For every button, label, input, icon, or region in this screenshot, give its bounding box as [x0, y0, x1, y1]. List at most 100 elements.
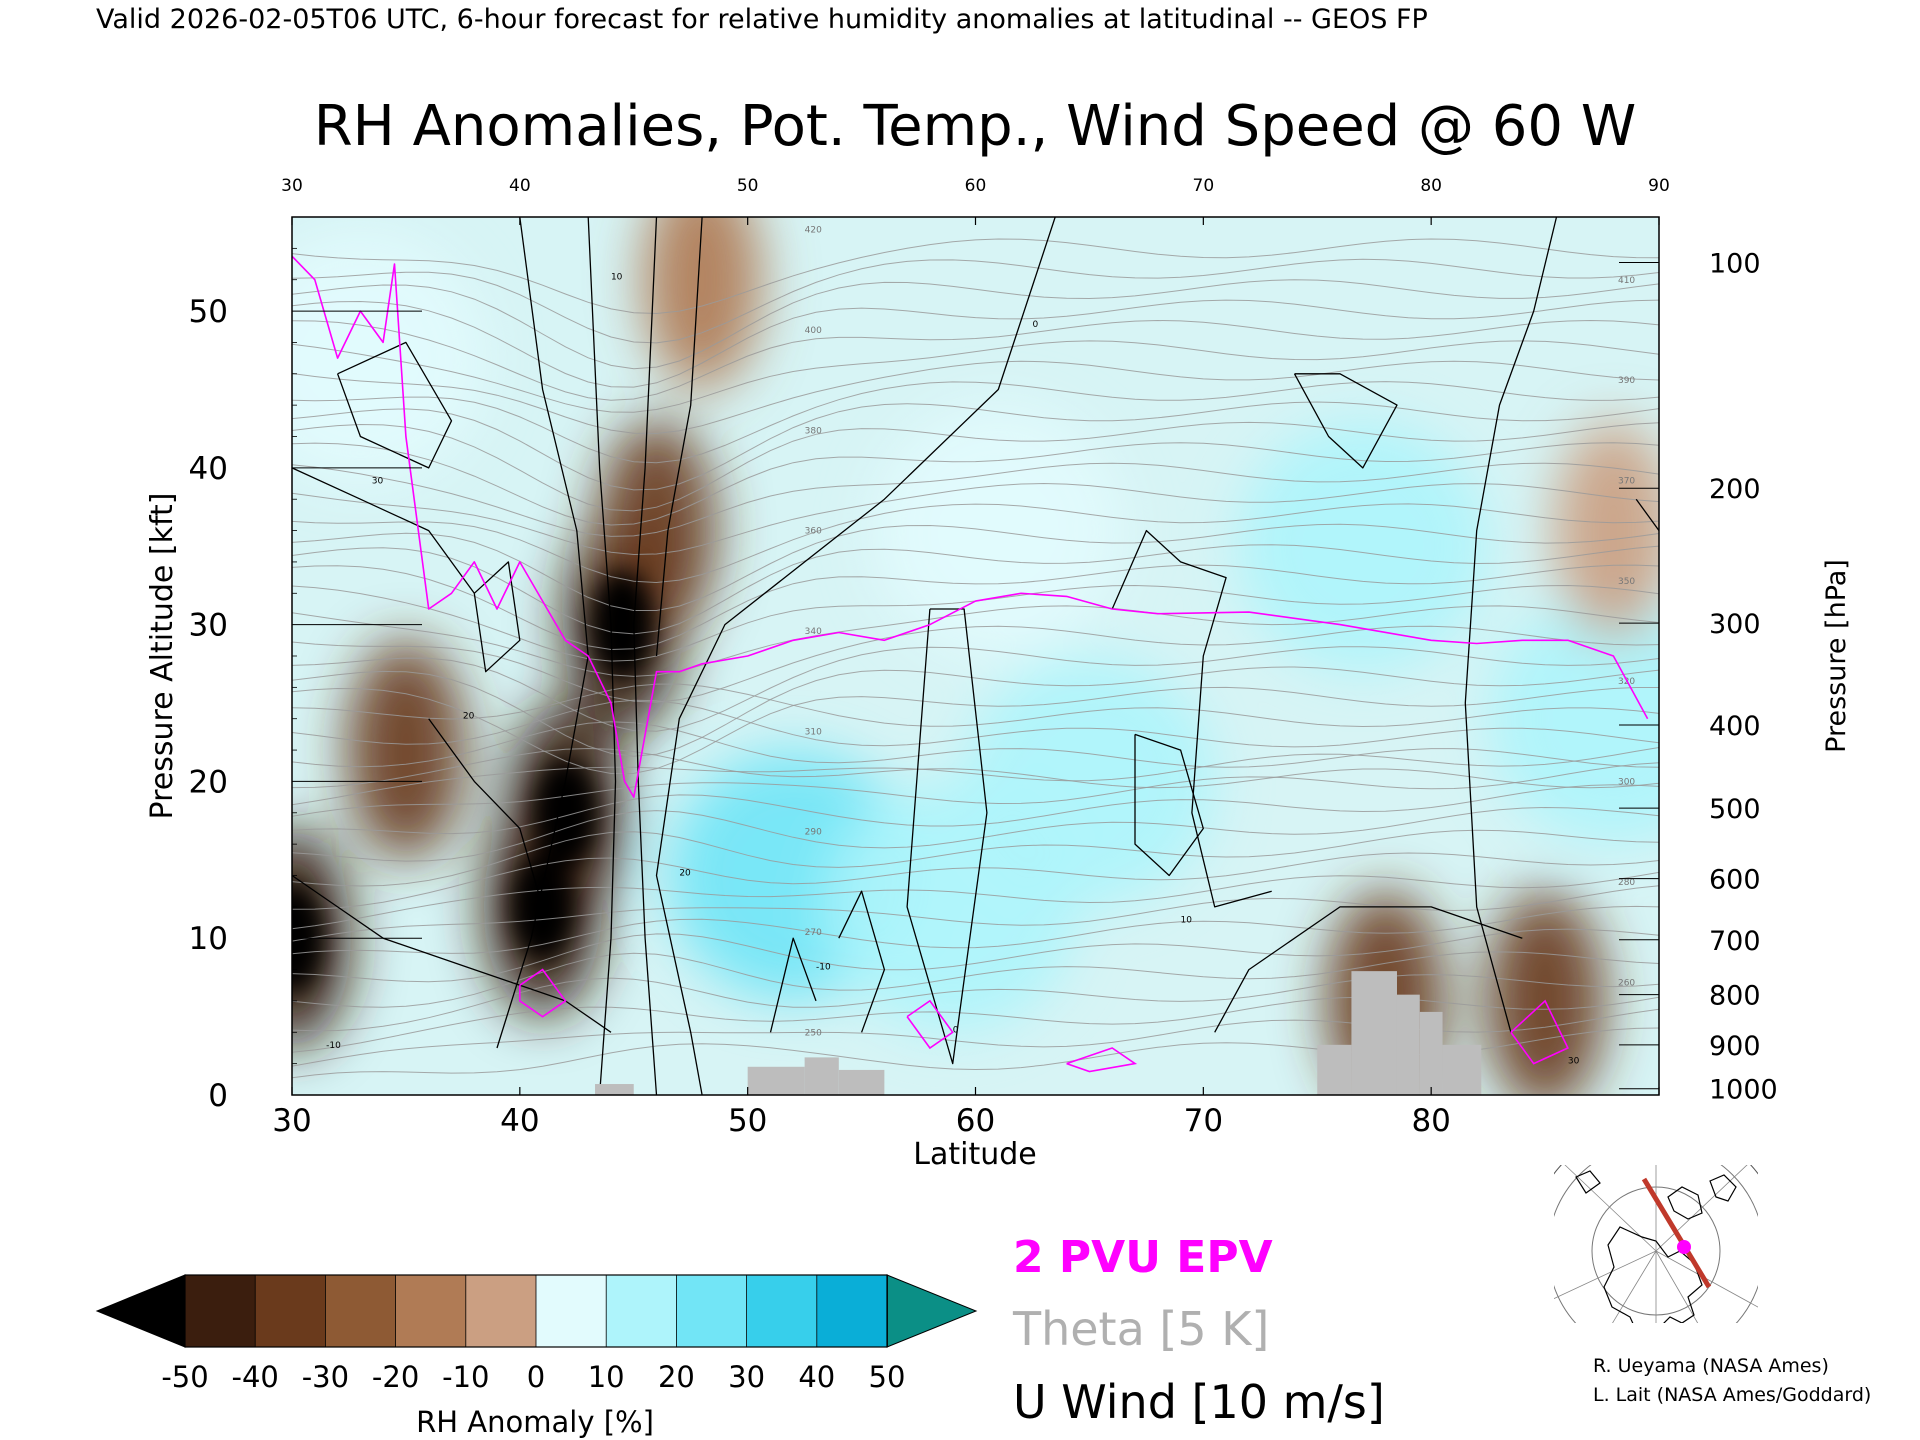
theta-contour-label: 380: [805, 426, 822, 436]
theta-contour-label: 320: [1618, 677, 1635, 687]
map-mask: [1516, 1107, 1796, 1165]
theta-contour-label: 300: [1618, 778, 1635, 788]
theta-contour: [292, 381, 1659, 464]
pressure-tick-label: 100: [1709, 248, 1761, 279]
theta-contour: [292, 319, 1659, 401]
theta-contour-label: 280: [1618, 878, 1635, 888]
theta-contour: [292, 666, 1659, 757]
theta-contour: [292, 564, 1659, 651]
theta-contour-label: 350: [1618, 577, 1635, 587]
pressure-tick-label: 900: [1709, 1031, 1761, 1062]
terrain-block: [1317, 1044, 1352, 1095]
credit-line-2: L. Lait (NASA Ames/Goddard): [1593, 1384, 1872, 1406]
u-wind-contour: [838, 890, 886, 1033]
u-wind-contour: [587, 217, 617, 1095]
u-wind-contour: [906, 608, 988, 1065]
colorbar-tick-label: -10: [442, 1360, 489, 1394]
pressure-tick-label: 400: [1709, 711, 1761, 742]
terrain-block: [1396, 994, 1420, 1095]
theta-contour: [292, 625, 1659, 703]
u-wind-contour-label: 0: [1032, 320, 1038, 330]
colorbar-tick-label: 20: [658, 1360, 695, 1394]
u-wind-contour: [336, 341, 453, 469]
map-mask-bottom: [1516, 1323, 1796, 1403]
theta-contour: [292, 340, 1659, 413]
epv-contour-low: [1510, 999, 1569, 1065]
map-coastlines: [1575, 1170, 1737, 1378]
terrain-block: [1442, 1044, 1482, 1095]
x-tick-label-top: 30: [281, 176, 303, 196]
plot-area: 4204104003903803703603503403203103002902…: [189, 176, 1778, 1139]
y-tick-label: 50: [189, 294, 228, 330]
theta-contour: [292, 928, 1659, 983]
rh-dry-core: [590, 569, 655, 680]
theta-contour: [292, 279, 1659, 370]
colorbar-bin: [535, 1274, 608, 1348]
theta-contour-label: 420: [805, 226, 822, 236]
x-tick-label-top: 40: [509, 176, 531, 196]
epv-2pvu-line: [292, 255, 1649, 1073]
y-tick-label: 30: [189, 608, 228, 644]
colorbar-bin: [254, 1274, 327, 1348]
map-section-point: [1677, 1240, 1691, 1254]
u-wind-contour: [769, 937, 817, 1033]
u-wind-contour-label: 30: [372, 477, 384, 487]
legend-wind: U Wind [10 m/s]: [1013, 1375, 1385, 1429]
u-wind-contour: [292, 874, 612, 1033]
colorbar-bin: [676, 1274, 748, 1348]
u-wind-contour: [1214, 906, 1523, 1033]
u-wind-contour-label: 20: [679, 869, 691, 879]
terrain-block: [1351, 971, 1397, 1095]
colorbar-tick-label: -30: [302, 1360, 349, 1394]
x-tick-label: 40: [500, 1103, 539, 1139]
colorbar-tick-label: 50: [869, 1360, 906, 1394]
u-wind-contour-label: 10: [611, 273, 623, 283]
pressure-tick-label: 600: [1709, 865, 1761, 896]
u-wind-contour-label: 10: [1181, 916, 1193, 926]
map-mask-left: [1496, 1107, 1554, 1407]
legend-epv: 2 PVU EPV: [1013, 1232, 1273, 1283]
rh-anomaly-cell: [1237, 420, 1489, 672]
colorbar-bin: [816, 1274, 888, 1348]
y-axis-label-left: Pressure Altitude [kft]: [145, 493, 180, 820]
y-tick-label: 40: [189, 451, 228, 487]
locator-map: [1496, 1107, 1818, 1407]
x-tick-label: 80: [1411, 1103, 1450, 1139]
rh-anomaly-cell: [642, 217, 762, 390]
theta-contour-label: 370: [1618, 477, 1635, 487]
colorbar-bin: [324, 1274, 397, 1348]
pressure-tick-label: 1000: [1709, 1075, 1778, 1106]
terrain-block: [804, 1057, 839, 1095]
rh-anomaly-cell: [292, 232, 486, 484]
colorbar-tick-label: -20: [372, 1360, 419, 1394]
terrain-block: [595, 1084, 634, 1095]
u-wind-contour: [473, 561, 521, 673]
rh-anomaly-cell: [964, 656, 1215, 907]
colorbar-tick-label: -40: [232, 1360, 279, 1394]
epv-contour-low: [1066, 1047, 1138, 1073]
rh-anomaly-cell: [1554, 420, 1659, 641]
u-wind-contour: [1635, 498, 1659, 531]
theta-contour-label: 340: [805, 627, 822, 637]
credit-line-1: R. Ueyama (NASA Ames): [1593, 1355, 1829, 1377]
colorbar-bin: [746, 1274, 818, 1348]
theta-contour: [292, 605, 1659, 677]
colorbar-bin: [605, 1274, 678, 1348]
x-tick-label-top: 50: [737, 176, 759, 196]
theta-contour: [292, 762, 1659, 817]
x-axis-label: Latitude: [913, 1137, 1036, 1172]
map-section-line: [1641, 1177, 1712, 1289]
theta-contour-label: 410: [1618, 276, 1635, 286]
theta-contour: [292, 503, 1659, 584]
pressure-tick-label: 300: [1709, 609, 1761, 640]
theta-contour: [292, 683, 1659, 728]
valid-time-header: Valid 2026-02-05T06 UTC, 6-hour forecast…: [96, 4, 1428, 35]
theta-contour: [292, 852, 1659, 910]
theta-contour: [292, 360, 1659, 435]
theta-contour: [292, 784, 1659, 835]
pressure-tick-label: 500: [1709, 794, 1761, 825]
rh-dry-core: [533, 757, 598, 868]
x-tick-label: 50: [728, 1103, 767, 1139]
theta-contour-label: 390: [1618, 376, 1635, 386]
